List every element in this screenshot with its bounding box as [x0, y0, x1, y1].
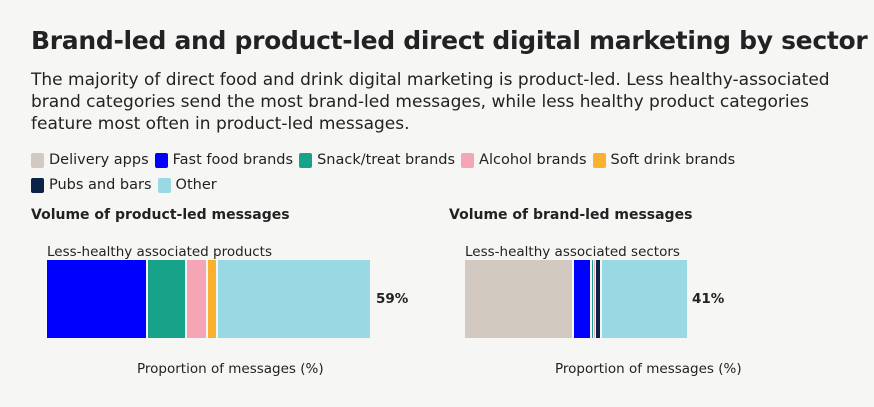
chart-title: Brand-led and product-led direct digital…	[31, 26, 868, 55]
legend: Delivery apps Fast food brands Snack/treat…	[31, 150, 791, 200]
panel-title: Volume of brand-led messages	[449, 207, 693, 223]
bar-segment-other	[217, 260, 370, 338]
bar-group-label: Less-healthy associated products	[47, 244, 273, 260]
bar-segment-other	[601, 260, 687, 338]
bar-segment-fast-food-brands	[573, 260, 590, 338]
legend-item: Snack/treat brands	[299, 150, 455, 171]
bar-segment-alcohol-brands	[594, 260, 596, 338]
bar-segment-snack-treat-brands	[592, 260, 593, 338]
legend-swatch	[592, 153, 606, 168]
panel-title: Volume of product-led messages	[31, 207, 290, 223]
panel-product-led: Volume of product-led messages Less-heal…	[31, 207, 431, 387]
legend-swatch	[31, 178, 44, 193]
bar-segment-pubs-and-bars	[595, 260, 600, 338]
panel-brand-led: Volume of brand-led messages Less-health…	[449, 207, 849, 387]
total-label: 41%	[692, 291, 725, 307]
legend-label: Soft drink brands	[610, 152, 736, 168]
bar-segment-fast-food-brands	[47, 260, 146, 338]
stacked-bar-product-led	[47, 260, 372, 338]
bar-segment-alcohol-brands	[186, 260, 206, 338]
legend-item: Delivery apps	[31, 150, 149, 171]
legend-item: Soft drink brands	[592, 150, 736, 171]
legend-label: Pubs and bars	[49, 177, 152, 193]
legend-item: Pubs and bars	[31, 175, 152, 196]
legend-swatch	[31, 153, 44, 168]
legend-swatch	[154, 153, 168, 168]
legend-label: Other	[175, 177, 217, 193]
x-axis-label: Proportion of messages (%)	[555, 361, 742, 377]
bar-segment-delivery-apps	[465, 260, 572, 338]
bar-group-label: Less-healthy associated sectors	[465, 244, 680, 260]
chart-subtitle: The majority of direct food and drink di…	[31, 70, 830, 134]
legend-label: Snack/treat brands	[317, 152, 456, 168]
total-label: 59%	[376, 291, 409, 307]
bar-segment-snack-treat-brands	[147, 260, 185, 338]
bar-segment-soft-drink-brands	[207, 260, 216, 338]
legend-swatch	[157, 178, 171, 193]
legend-item: Fast food brands	[154, 150, 294, 171]
x-axis-label: Proportion of messages (%)	[137, 361, 324, 377]
legend-swatch	[299, 153, 313, 168]
legend-label: Fast food brands	[172, 152, 294, 168]
stacked-bar-brand-led	[465, 260, 689, 338]
legend-swatch	[461, 153, 475, 168]
legend-item: Alcohol brands	[461, 150, 587, 171]
legend-label: Alcohol brands	[479, 152, 587, 168]
legend-item: Other	[157, 175, 217, 196]
legend-label: Delivery apps	[49, 152, 149, 168]
